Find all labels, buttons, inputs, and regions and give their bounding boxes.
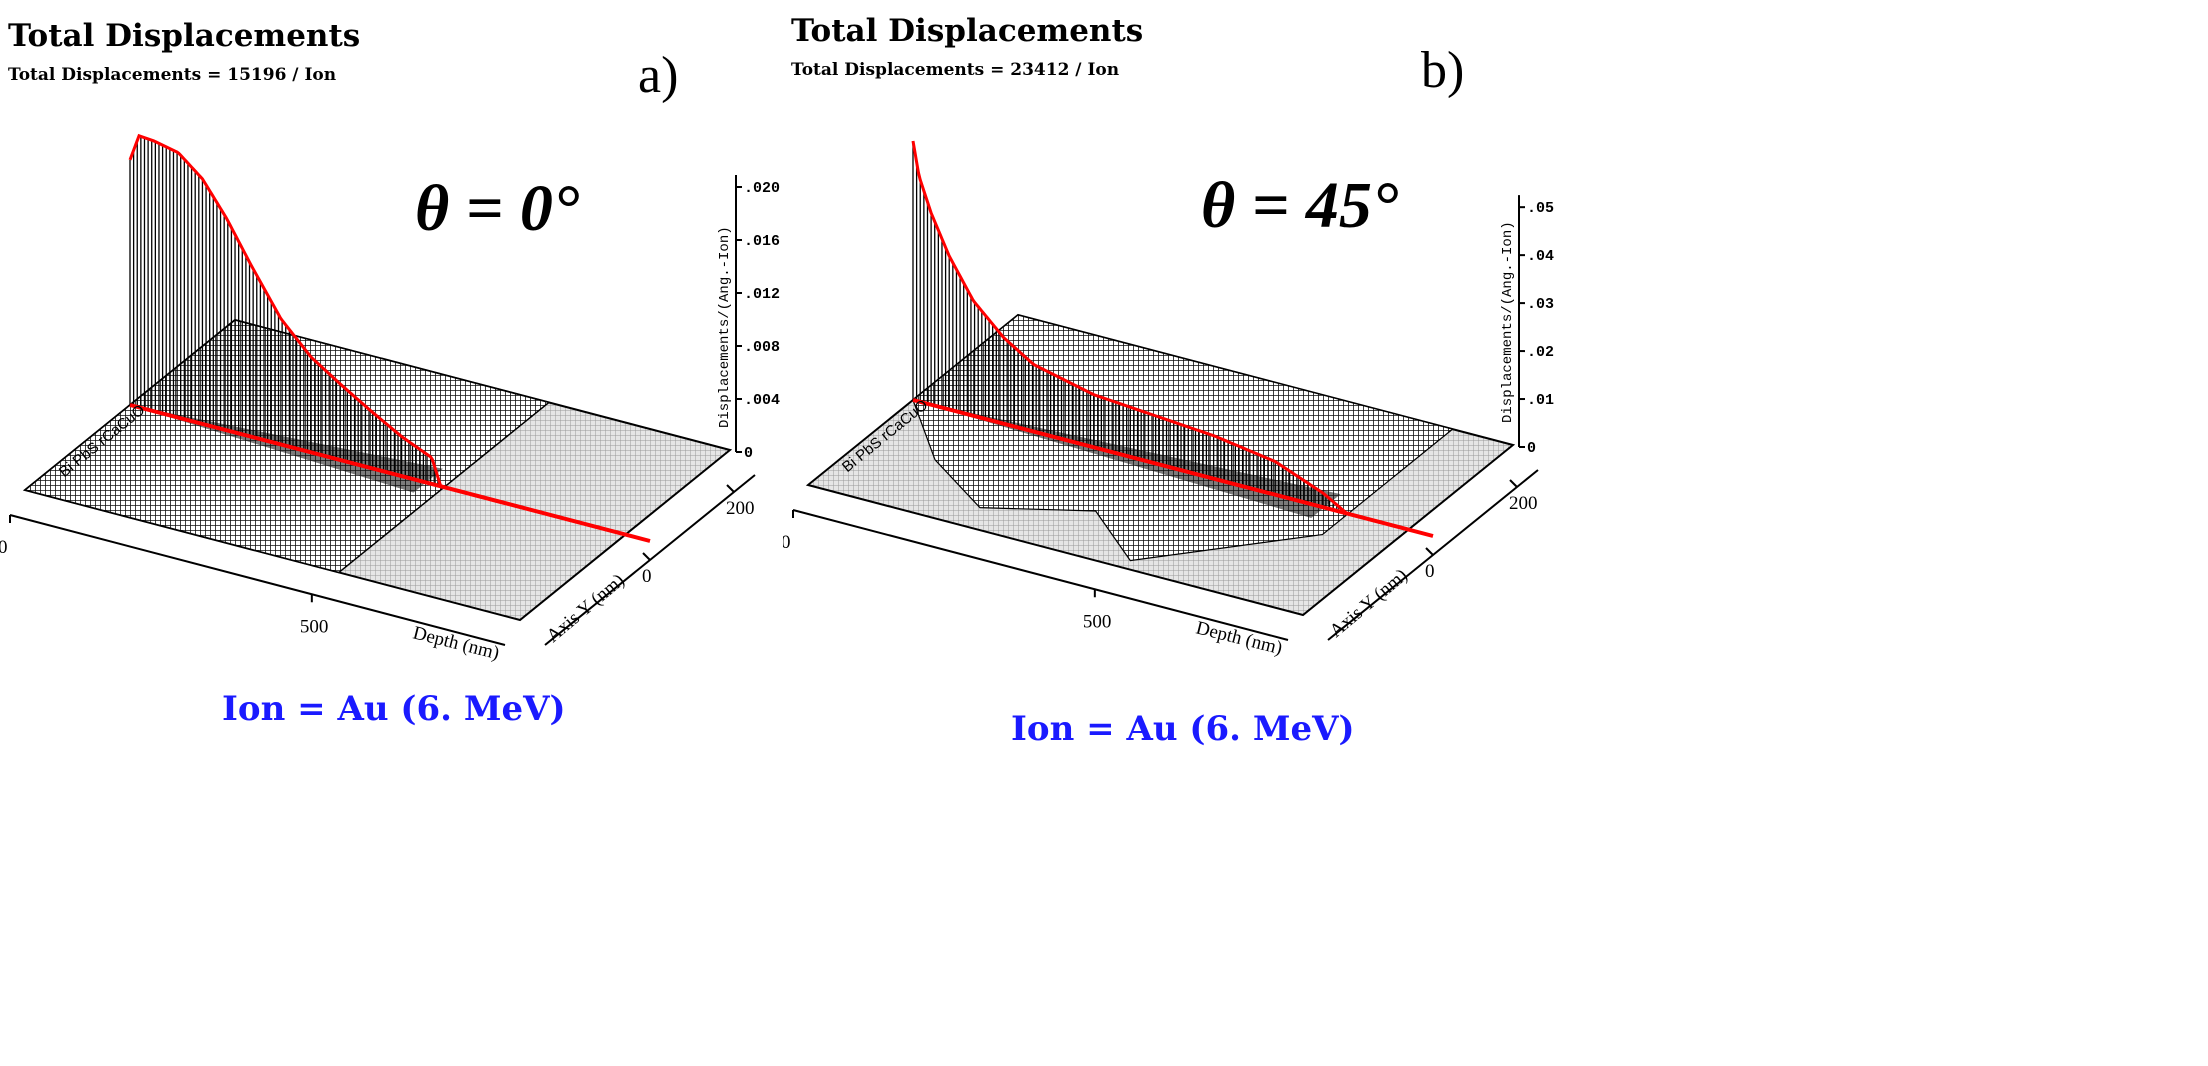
depth-axis — [9, 514, 506, 646]
z-axis-label: Displacements/(Ang.-Ion) — [717, 226, 733, 428]
y-tick-label: 200 — [726, 498, 755, 519]
z-tick-label: .05 — [1527, 200, 1554, 217]
depth-tick-label: 500 — [1083, 611, 1112, 632]
depth-axis-label: Depth (nm) — [1194, 617, 1285, 659]
y-tick-label: 200 — [1509, 493, 1538, 514]
chart-a: Total Displacements Total Displacements … — [0, 18, 780, 729]
chart-subtitle: Total Displacements = 23412 / Ion — [791, 60, 1119, 80]
chart-title: Total Displacements — [8, 18, 360, 54]
depth-tick-label: 0 — [0, 537, 8, 558]
z-tick-label: .01 — [1527, 392, 1554, 409]
z-tick-label: .004 — [744, 392, 780, 409]
panel-letter: a) — [638, 47, 678, 104]
profile-curve — [911, 140, 1349, 516]
depth-axis — [792, 509, 1289, 641]
profile-curve — [128, 133, 443, 488]
ion-label: Ion = Au (6. MeV) — [1011, 709, 1355, 749]
z-tick-label: .02 — [1527, 344, 1554, 361]
y-tick-label: 0 — [1425, 561, 1435, 582]
y-tick — [1509, 479, 1518, 488]
depth-axis-label: Depth (nm) — [411, 622, 502, 664]
angle-label: θ = 0° — [415, 172, 579, 245]
z-axis-label: Displacements/(Ang.-Ion) — [1500, 221, 1516, 423]
z-tick-label: 0 — [744, 445, 753, 462]
z-tick-label: 0 — [1527, 440, 1536, 457]
panel-a: Total Displacements Total Displacements … — [0, 0, 790, 1066]
y-tick-label: 0 — [642, 566, 652, 587]
y-tick — [726, 484, 735, 493]
z-tick-label: .03 — [1527, 296, 1554, 313]
panel-b: Total Displacements Total Displacements … — [783, 0, 1573, 1061]
z-tick-label: .04 — [1527, 248, 1554, 265]
y-tick — [1425, 547, 1434, 556]
angle-label: θ = 45° — [1201, 169, 1398, 242]
center-axis-line — [129, 403, 651, 543]
z-tick-label: .020 — [744, 180, 780, 197]
ion-label: Ion = Au (6. MeV) — [222, 689, 566, 729]
z-tick-label: .012 — [744, 286, 780, 303]
panel-letter: b) — [1421, 42, 1464, 99]
z-tick-label: .008 — [744, 339, 780, 356]
chart-subtitle: Total Displacements = 15196 / Ion — [8, 65, 336, 85]
depth-tick-label: 500 — [300, 616, 329, 637]
depth-tick-label: 0 — [783, 532, 791, 553]
chart-b: Total Displacements Total Displacements … — [783, 13, 1554, 749]
z-tick-label: .016 — [744, 233, 780, 250]
y-tick — [642, 552, 651, 561]
chart-title: Total Displacements — [791, 13, 1143, 49]
